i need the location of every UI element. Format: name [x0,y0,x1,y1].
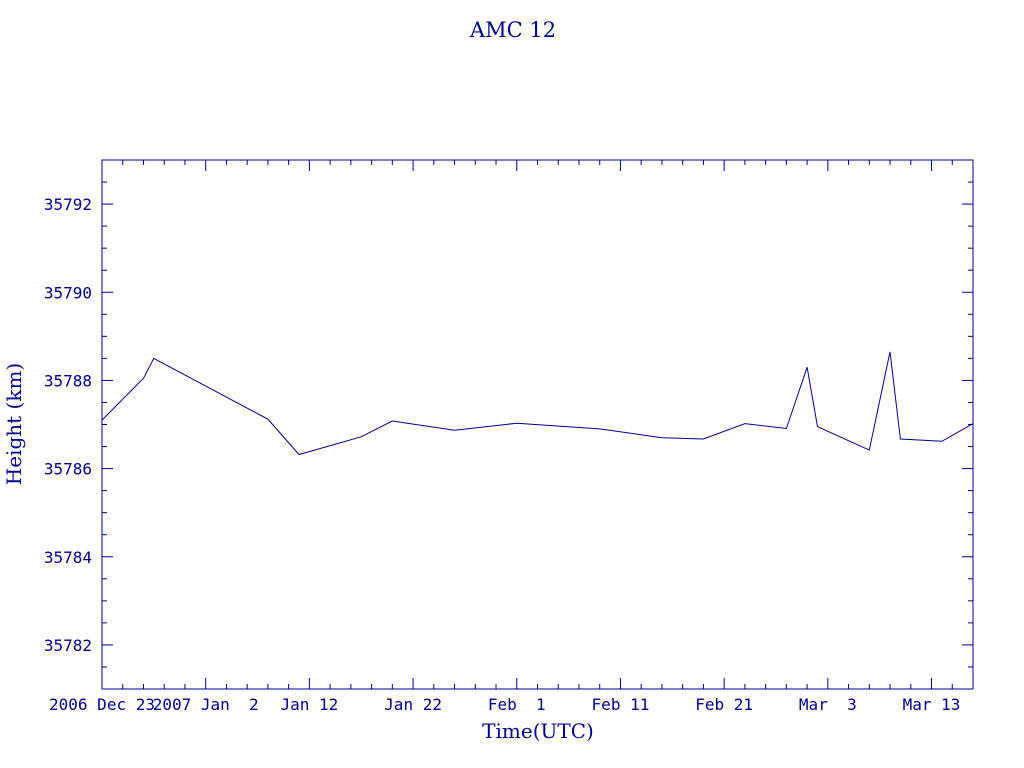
x-tick-label: Feb 1 [488,695,546,714]
x-tick-label: Feb 21 [695,695,753,714]
y-tick-label: 35788 [44,371,92,390]
x-tick-label: Mar 3 [799,695,857,714]
axis-ticks [101,159,974,690]
y-tick-label: 35786 [44,460,92,479]
y-tick-label: 35790 [44,283,92,302]
x-axis-title: Time(UTC) [482,719,594,743]
x-tick-label: 2006 Dec 23 [49,695,155,714]
y-tick-labels: 35782 35784 35786 35788 35790 35792 [44,195,92,655]
y-tick-label: 35792 [44,195,92,214]
chart-title: AMC 12 [469,18,556,42]
y-tick-label: 35784 [44,548,92,567]
x-tick-label: Jan 12 [280,695,338,714]
series-line [101,351,974,456]
x-tick-label: Jan 22 [384,695,442,714]
y-axis-title: Height (km) [2,363,26,485]
x-tick-label: 2007 Jan 2 [153,695,259,714]
y-tick-label: 35782 [44,636,92,655]
x-tick-label: Mar 13 [903,695,961,714]
x-tick-label: Feb 11 [592,695,650,714]
